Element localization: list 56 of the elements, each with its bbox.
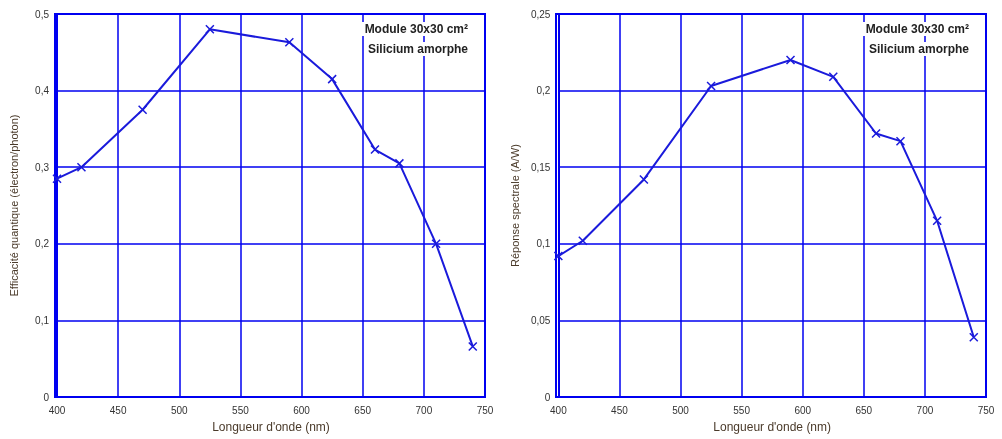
y-tick-label: 0 [43, 391, 50, 403]
point [871, 128, 881, 139]
point [76, 162, 87, 172]
x-tick-label: 550 [733, 404, 751, 416]
point [639, 174, 649, 185]
y-axis-title: Efficacité quantique (électron/photon) [7, 114, 20, 297]
point [706, 81, 716, 91]
point [468, 341, 478, 352]
x-tick-label: 750 [476, 404, 494, 416]
point [52, 173, 62, 184]
x-tick-label: 550 [232, 404, 250, 416]
y-tick-label: 0,3 [35, 161, 50, 173]
y-tick-label: 0,4 [35, 85, 50, 97]
y-tick-label: 0,25 [530, 8, 551, 20]
annotation: Silicium amorphe [868, 42, 970, 56]
point [969, 332, 979, 342]
x-tick-label: 400 [48, 404, 66, 416]
point [137, 105, 148, 115]
x-tick-label: 700 [415, 404, 433, 416]
y-tick-label: 0,15 [530, 161, 551, 173]
x-tick-label: 650 [855, 404, 873, 416]
y-tick-label: 0 [544, 391, 551, 403]
point [553, 251, 564, 261]
y-tick-label: 0,2 [536, 85, 551, 97]
x-tick-label: 500 [672, 404, 690, 416]
x-axis-title: Longueur d'onde (nm) [212, 420, 330, 434]
x-axis-title: Longueur d'onde (nm) [713, 420, 832, 434]
annotation: Silicium amorphe [367, 42, 469, 56]
point [932, 216, 942, 226]
x-tick-label: 450 [611, 404, 629, 416]
point [205, 24, 215, 35]
y-tick-label: 0,1 [536, 238, 551, 250]
y-tick-label: 0,5 [35, 8, 50, 20]
x-tick-label: 400 [550, 404, 568, 416]
point [394, 158, 405, 169]
x-tick-label: 650 [354, 404, 372, 416]
point [370, 144, 380, 155]
y-axis-title: Réponse spectrale (A/W) [508, 144, 521, 267]
point [431, 239, 441, 249]
x-tick-label: 600 [794, 404, 812, 416]
point [578, 235, 588, 246]
x-tick-label: 700 [916, 404, 934, 416]
y-tick-label: 0,05 [530, 314, 551, 326]
x-tick-label: 450 [109, 404, 127, 416]
x-tick-label: 600 [293, 404, 311, 416]
point [284, 37, 295, 48]
y-tick-label: 0,2 [35, 238, 50, 250]
x-tick-label: 750 [977, 404, 995, 416]
point [828, 72, 839, 82]
point [895, 136, 906, 146]
annotation: Module 30x30 cm² [364, 22, 468, 36]
point [785, 55, 796, 65]
y-tick-label: 0,1 [35, 314, 50, 326]
point [327, 74, 337, 84]
annotation: Module 30x30 cm² [865, 22, 969, 36]
x-tick-label: 500 [170, 404, 189, 416]
